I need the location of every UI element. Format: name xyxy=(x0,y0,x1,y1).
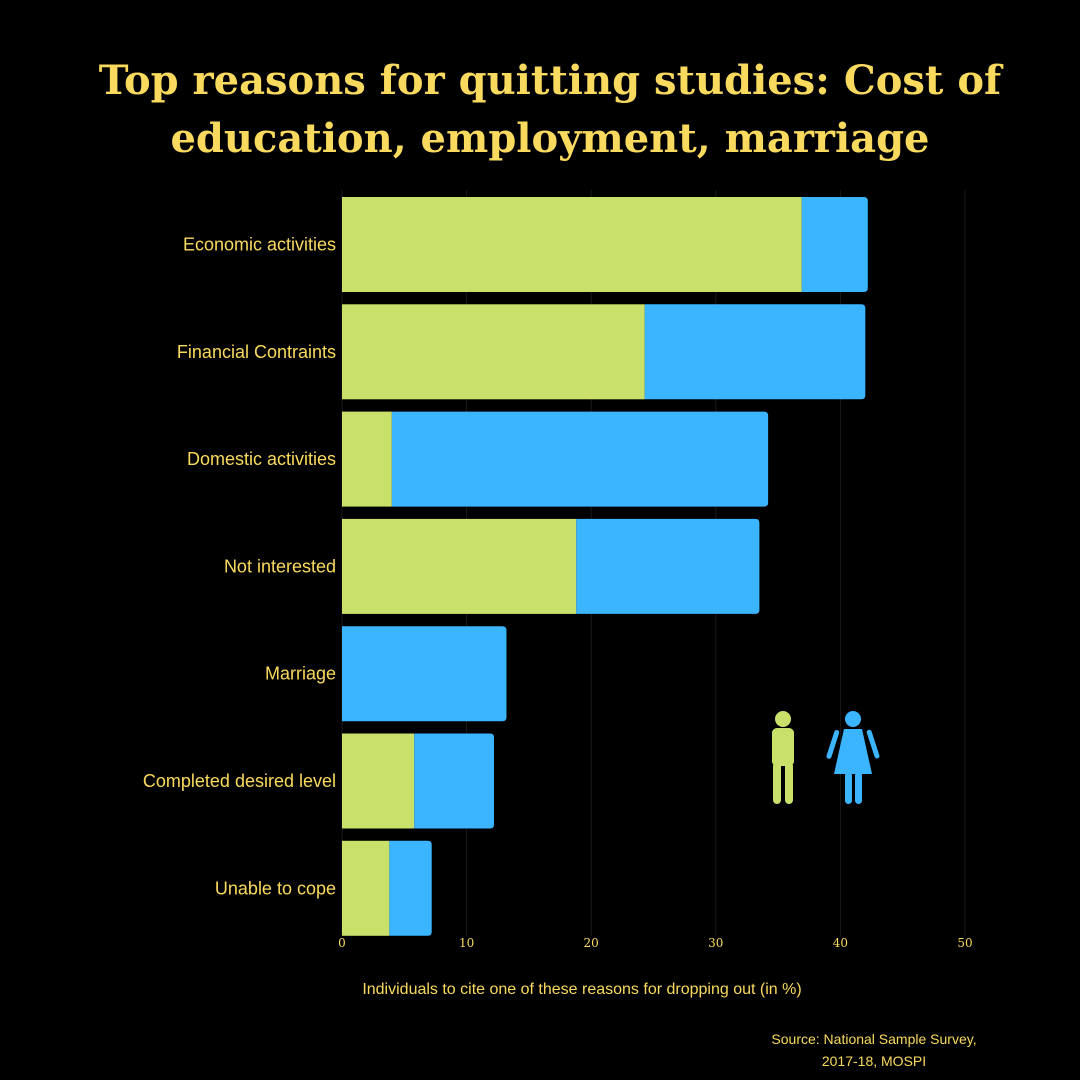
bar-segment-series-2 xyxy=(391,411,769,507)
bar-segment-series-1 xyxy=(342,304,645,400)
bar-segment-series-2 xyxy=(414,733,495,829)
source-line-1: Source: National Sample Survey, xyxy=(771,1031,977,1047)
category-label: Financial Contraints xyxy=(177,342,336,362)
bar-segment-series-1 xyxy=(342,518,577,614)
source-line-2: 2017-18, MOSPI xyxy=(821,1053,927,1069)
category-label: Completed desired level xyxy=(143,771,336,791)
female-figure-icon xyxy=(826,711,880,804)
bar-segment-series-2 xyxy=(576,518,760,614)
x-tick-label: 20 xyxy=(584,936,599,950)
bar-segment-series-2 xyxy=(801,197,868,292)
bar-segment-series-2 xyxy=(389,840,432,936)
category-label: Domestic activities xyxy=(187,449,336,469)
chart-title-line-2: education, employment, marriage xyxy=(170,115,930,162)
chart-title: Top reasons for quitting studies: Cost o… xyxy=(60,52,1040,168)
x-tick-label: 10 xyxy=(459,936,474,950)
bar-segment-series-2 xyxy=(342,626,507,722)
gender-legend xyxy=(760,710,880,806)
x-tick-label: 30 xyxy=(708,936,723,950)
source-note: Source: National Sample Survey, 2017-18,… xyxy=(714,1028,1034,1072)
category-label: Marriage xyxy=(265,664,336,684)
bar-segment-series-1 xyxy=(342,197,802,292)
category-label: Not interested xyxy=(224,556,336,576)
bar-segment-series-1 xyxy=(342,411,392,507)
bar-segment-series-2 xyxy=(644,304,866,400)
category-label: Economic activities xyxy=(183,235,336,255)
bar-segment-series-1 xyxy=(342,733,415,829)
chart-title-line-1: Top reasons for quitting studies: Cost o… xyxy=(98,57,1002,104)
category-label: Unable to cope xyxy=(215,878,336,898)
bar-segment-series-1 xyxy=(342,840,390,936)
x-tick-label: 0 xyxy=(338,936,346,950)
x-axis-label: Individuals to cite one of these reasons… xyxy=(362,981,801,998)
male-figure-icon xyxy=(772,711,794,804)
x-tick-label: 50 xyxy=(957,936,972,950)
x-tick-label: 40 xyxy=(833,936,848,950)
